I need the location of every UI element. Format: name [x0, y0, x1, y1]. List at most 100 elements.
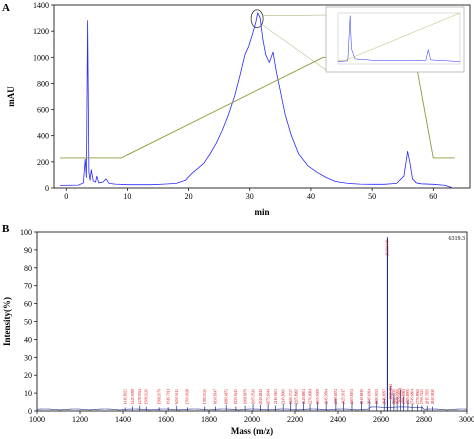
peak-mass-label: 2630.6449 [386, 240, 390, 255]
panel-b-frame [36, 231, 468, 412]
panel-b-x-tick-label: 1600 [158, 415, 174, 424]
peak-mass-label: 2390.6874 [334, 389, 338, 404]
peak-mass-label: 2790.7423 [420, 389, 424, 404]
inset-gradient [338, 12, 461, 61]
peak-mass-label: 2240.8804 [302, 389, 306, 404]
peak-mass-label: 2075.6044 [266, 389, 270, 404]
peak-mass-label: 2770.8960 [416, 389, 420, 404]
panel-a-y-tick-label: 0 [45, 184, 49, 193]
panel-a-y-tick-label: 800 [37, 79, 49, 88]
peak-mass-label: 2840.9810 [431, 389, 435, 404]
panel-a-y-tick-label: 400 [37, 132, 49, 141]
panel-a-y-axis-label: mAU [6, 86, 16, 107]
panel-b-x-tick-label: 2000 [244, 415, 260, 424]
top-mass-label: 6319.3 [449, 236, 466, 242]
peak-mass-label: 1968.6879 [243, 389, 247, 404]
peak-mass-label: 1780.0330 [203, 389, 207, 404]
panel-b-y-axis-label: Intensity(%) [2, 297, 12, 346]
peak-mass-label: 2465.8104 [350, 389, 354, 404]
inset-connector-line [262, 14, 327, 16]
panel-b-y-tick-label: 70 [24, 282, 32, 291]
panel-a-y-tick-label: 1400 [33, 1, 49, 10]
peak-mass-label: 2425.9017 [342, 389, 346, 404]
peak-mass-label: 2110.9103 [274, 389, 278, 404]
peak-mass-label: 1880.4872 [224, 389, 228, 404]
panel-a-x-tick-label: 10 [123, 192, 131, 201]
peak-mass-label: 1478.9024 [138, 389, 142, 404]
panel-b-y-tick-label: 10 [24, 389, 32, 398]
panel-a-x-tick-label: 60 [429, 192, 437, 201]
panel-a-letter: A [2, 2, 10, 14]
panel-b-y-tick-label: 20 [24, 371, 32, 380]
peak-mass-label: 1700.9028 [186, 389, 190, 404]
peak-mass-label: 2745.6804 [410, 389, 414, 404]
peak-mass-label: 2815.7650 [425, 389, 429, 404]
panel-b-x-tick-label: 2800 [416, 415, 432, 424]
panel-a-x-tick-label: 40 [307, 192, 315, 201]
inset-trace [337, 15, 461, 62]
panel-a-y-tick-label: 200 [37, 158, 49, 167]
peak-mass-label: 2005.0541 [251, 389, 255, 404]
peak-mass-label: 2645.9214 [389, 384, 393, 399]
panel-b-x-tick-label: 2400 [330, 415, 346, 424]
panel-a-y-tick-label: 1000 [33, 53, 49, 62]
panel-a-x-axis-label: min [254, 207, 269, 217]
peak-mass-label: 1410.8923 [123, 389, 127, 404]
peak-mass-label: 2660.7720 [392, 389, 396, 404]
panel-b-x-axis-label: Mass (m/z) [231, 426, 273, 436]
zoom-inset [325, 6, 465, 73]
peak-mass-label: 2675.9006 [395, 389, 399, 404]
panel-a-series-gradient [60, 56, 455, 159]
peak-mass-label: 1445.9098 [131, 389, 135, 404]
panel-a-y-tick-label: 1200 [33, 27, 49, 36]
panel-b-x-tick-label: 3000 [459, 415, 474, 424]
panel-a-x-tick-label: 20 [185, 192, 193, 201]
panel-b-x-tick-label: 1200 [72, 415, 88, 424]
panel-b-x-tick-label: 2200 [287, 415, 303, 424]
peak-mass-label: 2545.6094 [367, 389, 371, 404]
panel-b-letter: B [2, 223, 10, 235]
peak-highlight-circle [250, 9, 264, 29]
panel-b-y-tick-label: 90 [24, 246, 32, 255]
panel-b-plot: 0 10 20 30 40 50 60 70 80 90 100 1000 1200 1400 1600 18… [2, 228, 474, 436]
inset-frame [325, 6, 465, 73]
panel-b-x-tick-label: 1400 [115, 415, 131, 424]
panel-b-y-tick-label: 80 [24, 264, 32, 273]
peak-mass-label: 2690.8821 [399, 387, 403, 402]
peak-mass-label: 1830.8147 [214, 389, 218, 404]
peak-mass-label: 2205.8960 [294, 389, 298, 404]
panel-b: B 0 10 20 30 40 50 60 70 80 90 100 1000 1200 1400 1600… [2, 223, 474, 436]
peak-mass-label: 1925.5613 [234, 389, 238, 404]
panel-a-x-tick-label: 0 [64, 192, 68, 201]
panel-b-x-tick-label: 1800 [201, 415, 217, 424]
panel-b-y-tick-label: 50 [24, 318, 32, 327]
panel-b-x-tick-label: 2600 [373, 415, 389, 424]
peak-mass-label: 1568.9379 [157, 389, 161, 404]
panel-b-y-tick-label: 30 [24, 353, 32, 362]
panel-b-y-tick-label: 40 [24, 335, 32, 344]
peak-mass-label: 1610.7011 [166, 389, 170, 404]
peak-mass-label: 2145.8060 [281, 389, 285, 404]
panel-a-series-absorbance [60, 12, 452, 188]
peak-mass-label: 1508.9320 [144, 389, 148, 404]
spectrum-baseline [36, 406, 468, 411]
inset-connector-line [261, 24, 327, 71]
panel-b-y-tick-label: 0 [28, 407, 32, 416]
panel-a-x-tick-label: 50 [368, 192, 376, 201]
peak-mass-label: 2345.9094 [324, 389, 328, 404]
panel-b-y-tick-label: 60 [24, 300, 32, 309]
peak-mass-label: 2305.9009 [316, 389, 320, 404]
peak-mass-label: 1650.0413 [175, 389, 179, 404]
peak-mass-label: 2580.9032 [375, 389, 379, 404]
peak-mass-label: 2270.8084 [308, 389, 312, 404]
peak-mass-label: 2615.8097 [382, 389, 386, 404]
peak-mass-label: 2180.7337 [289, 389, 293, 404]
inset-plot-area [337, 12, 461, 65]
panel-b-y-tick-label: 100 [20, 228, 32, 237]
peak-mass-label: 2510.8810 [360, 389, 364, 404]
peak-mass-label: 2040.8812 [259, 389, 263, 404]
peak-mass-label: 2725.8906 [406, 389, 410, 404]
panel-b-x-tick-label: 1000 [29, 415, 45, 424]
panel-a-x-tick-label: 30 [246, 192, 254, 201]
